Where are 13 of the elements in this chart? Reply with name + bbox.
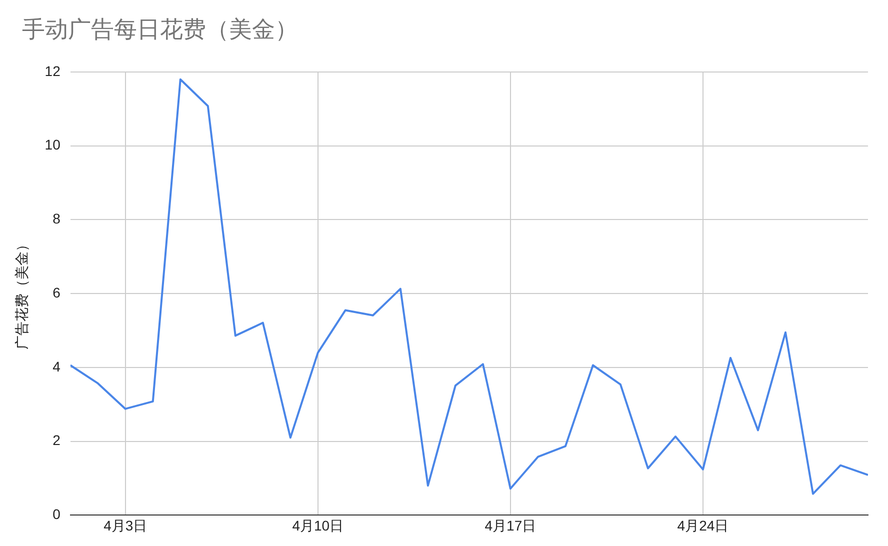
y-tick-label: 10: [44, 136, 61, 153]
y-tick-label: 0: [52, 506, 61, 522]
x-tick-label: 4月3日: [104, 517, 148, 534]
y-tick-label: 6: [52, 284, 61, 300]
y-tick-label: 8: [52, 210, 61, 227]
y-tick-label: 12: [44, 62, 61, 79]
y-tick-label: 2: [52, 432, 61, 448]
y-tick-label: 4: [52, 358, 61, 374]
x-tick-label: 4月10日: [292, 517, 344, 534]
y-axis-title: 广告花费（美金）: [13, 238, 30, 350]
x-tick-label: 4月17日: [484, 517, 536, 534]
chart-title: 手动广告每日花费（美金）: [22, 16, 298, 45]
x-tick-label: 4月24日: [677, 517, 729, 534]
